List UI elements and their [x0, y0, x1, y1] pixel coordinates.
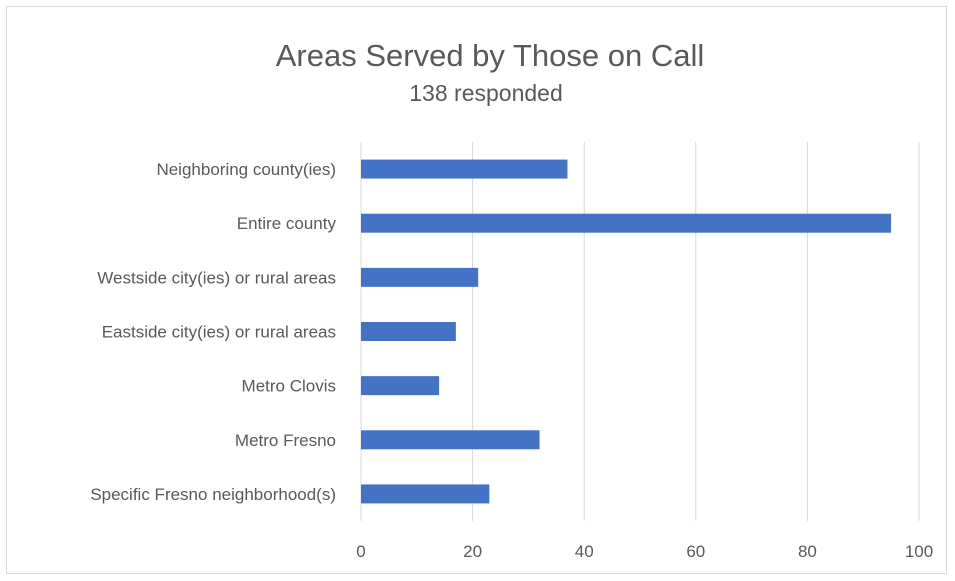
category-label: Westside city(ies) or rural areas — [97, 268, 336, 287]
bar-3 — [361, 322, 456, 341]
category-label: Metro Fresno — [235, 431, 336, 450]
chart-title: Areas Served by Those on Call — [276, 38, 705, 73]
chart-subtitle: 138 responded — [409, 80, 562, 106]
bar-5 — [361, 430, 540, 450]
bar-1 — [361, 213, 892, 233]
category-label: Specific Fresno neighborhood(s) — [90, 485, 336, 504]
chart-frame — [6, 6, 947, 574]
category-label: Neighboring county(ies) — [156, 160, 336, 179]
category-labels: Neighboring county(ies) Entire county West… — [90, 160, 336, 504]
x-tick-label: 60 — [686, 542, 705, 561]
bar-6 — [361, 484, 490, 504]
x-tick-label: 100 — [905, 542, 933, 561]
x-tick-label: 40 — [575, 542, 594, 561]
bars — [361, 159, 892, 504]
category-label: Metro Clovis — [242, 377, 336, 396]
bar-4 — [361, 376, 440, 396]
bar-0 — [361, 159, 568, 179]
x-tick-label: 80 — [798, 542, 817, 561]
x-tick-label: 20 — [463, 542, 482, 561]
x-tick-label: 0 — [356, 542, 365, 561]
bar-2 — [361, 267, 479, 287]
category-label: Eastside city(ies) or rural areas — [102, 323, 336, 342]
x-axis-ticks: 0 20 40 60 80 100 — [356, 542, 933, 561]
category-label: Entire county — [237, 214, 337, 233]
gridlines — [360, 142, 920, 521]
